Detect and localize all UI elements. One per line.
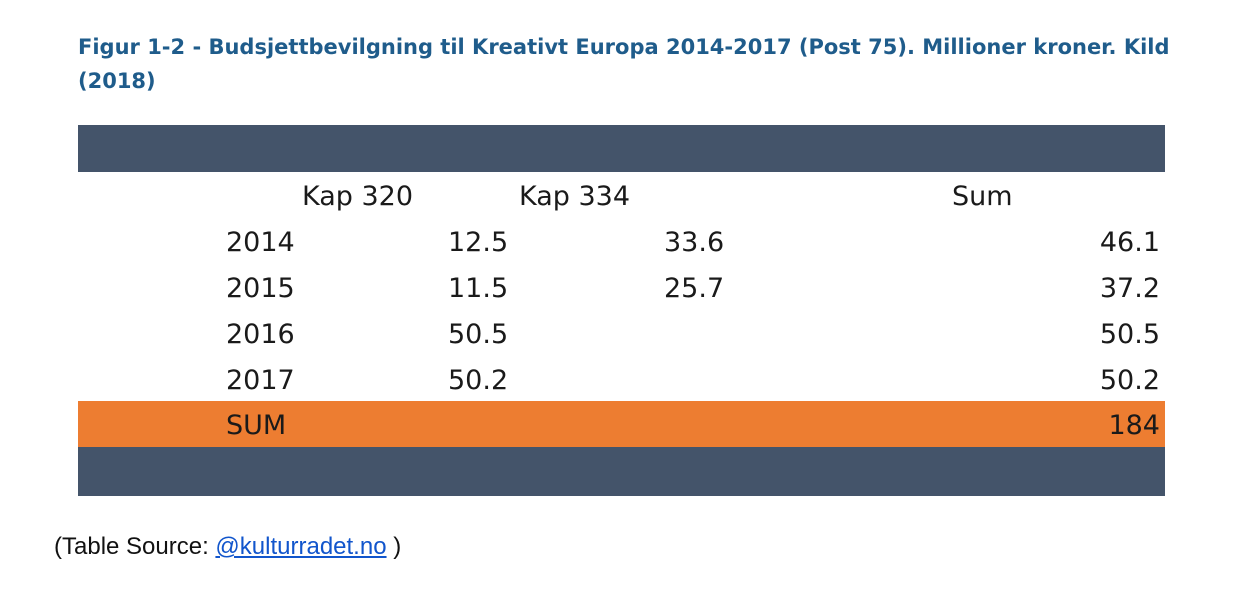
caption-line-1: Figur 1-2 - Budsjettbevilgning til Kreat… <box>78 35 1168 59</box>
row-year: 2015 <box>226 273 295 304</box>
cell-kap320: 50.2 <box>448 365 509 396</box>
cell-kap334: 25.7 <box>664 273 725 304</box>
source-suffix: ) <box>386 533 402 560</box>
column-header-kap334: Kap 334 <box>519 181 631 212</box>
cell-kap320: 12.5 <box>448 227 509 258</box>
source-link[interactable]: @kulturradet.no <box>215 533 387 560</box>
cell-sum: 37.2 <box>1099 273 1160 304</box>
sum-row <box>78 401 1165 447</box>
column-header-kap320: Kap 320 <box>302 181 414 212</box>
row-year: 2016 <box>226 319 295 350</box>
table-source: (Table Source: @kulturradet.no ) <box>54 533 401 561</box>
figure-caption: Figur 1-2 - Budsjettbevilgning til Kreat… <box>78 30 1168 100</box>
source-prefix: (Table Source: <box>54 533 216 560</box>
cell-kap320: 50.5 <box>448 319 509 350</box>
row-year: 2017 <box>226 365 295 396</box>
cell-sum: 50.2 <box>1099 365 1160 396</box>
row-year: 2014 <box>226 227 295 258</box>
sum-row-total: 184 <box>1108 410 1160 441</box>
caption-line-2: (2018) <box>78 69 156 93</box>
column-header-sum: Sum <box>952 181 1013 212</box>
cell-sum: 46.1 <box>1099 227 1160 258</box>
cell-sum: 50.5 <box>1099 319 1160 350</box>
table-header-band <box>78 125 1165 172</box>
table-footer-band <box>78 447 1165 496</box>
cell-kap334: 33.6 <box>664 227 725 258</box>
sum-row-label: SUM <box>226 410 287 441</box>
cell-kap320: 11.5 <box>448 273 509 304</box>
